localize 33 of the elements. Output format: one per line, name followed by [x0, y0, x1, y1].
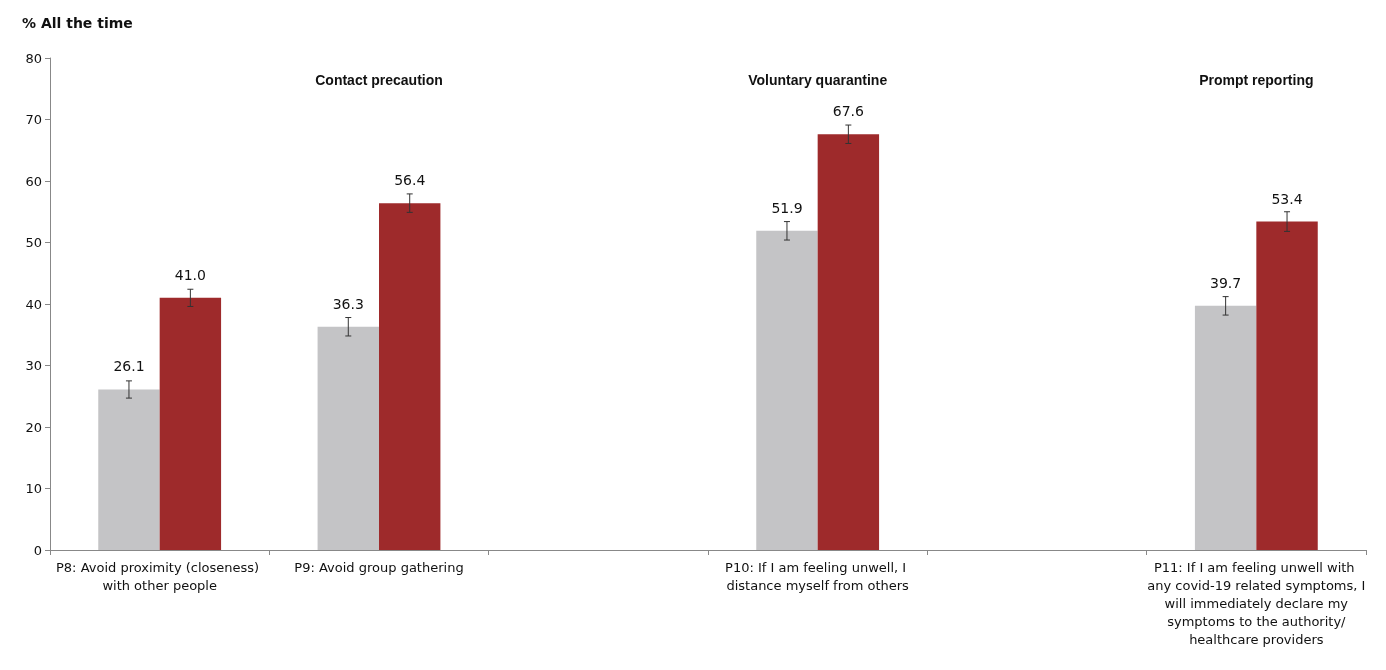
bar [1256, 221, 1318, 550]
bar [159, 297, 222, 550]
data-label: 67.6 [832, 103, 865, 120]
bar [379, 203, 441, 550]
x-tick-label: P9: Avoid group gathering [294, 559, 464, 575]
bar [1194, 305, 1257, 550]
bar [817, 134, 880, 550]
data-label: 36.3 [332, 295, 364, 312]
annotation: Voluntary quarantine [748, 71, 888, 88]
y-tick-label: 60 [25, 173, 42, 189]
y-tick-label: 30 [25, 358, 42, 373]
data-label: 41.0 [174, 266, 206, 283]
annotation: Prompt reporting [1199, 71, 1314, 88]
bar [756, 230, 818, 550]
bar [98, 389, 160, 550]
x-tick-label: P11: If I am feeling unwell with any covid-19 related symptoms, I will immediately declare my symptoms to the authority/healthcare providers [1147, 559, 1366, 647]
y-tick-label: 80 [25, 50, 42, 66]
x-tick-label: P10: If I am feeling unwell, I distance myself from others [725, 559, 911, 593]
data-label: 56.4 [394, 172, 426, 189]
data-label: 51.9 [771, 199, 803, 216]
y-tick-label: 50 [25, 235, 42, 250]
x-tick-label: P8: Avoid proximity (closeness) with other people [56, 559, 264, 593]
y-tick-label: 20 [25, 419, 42, 435]
data-label: 26.1 [113, 358, 145, 375]
bar [317, 326, 379, 550]
annotation: Contact precaution [315, 71, 443, 88]
y-tick-label: 40 [25, 296, 42, 312]
data-label: 53.4 [1271, 190, 1303, 207]
y-tick-label: 10 [25, 481, 42, 496]
y-axis-title: % All the time [22, 15, 133, 31]
y-tick-label: 0 [33, 542, 42, 558]
data-label: 39.7 [1210, 274, 1242, 291]
y-tick-label: 70 [25, 112, 42, 127]
